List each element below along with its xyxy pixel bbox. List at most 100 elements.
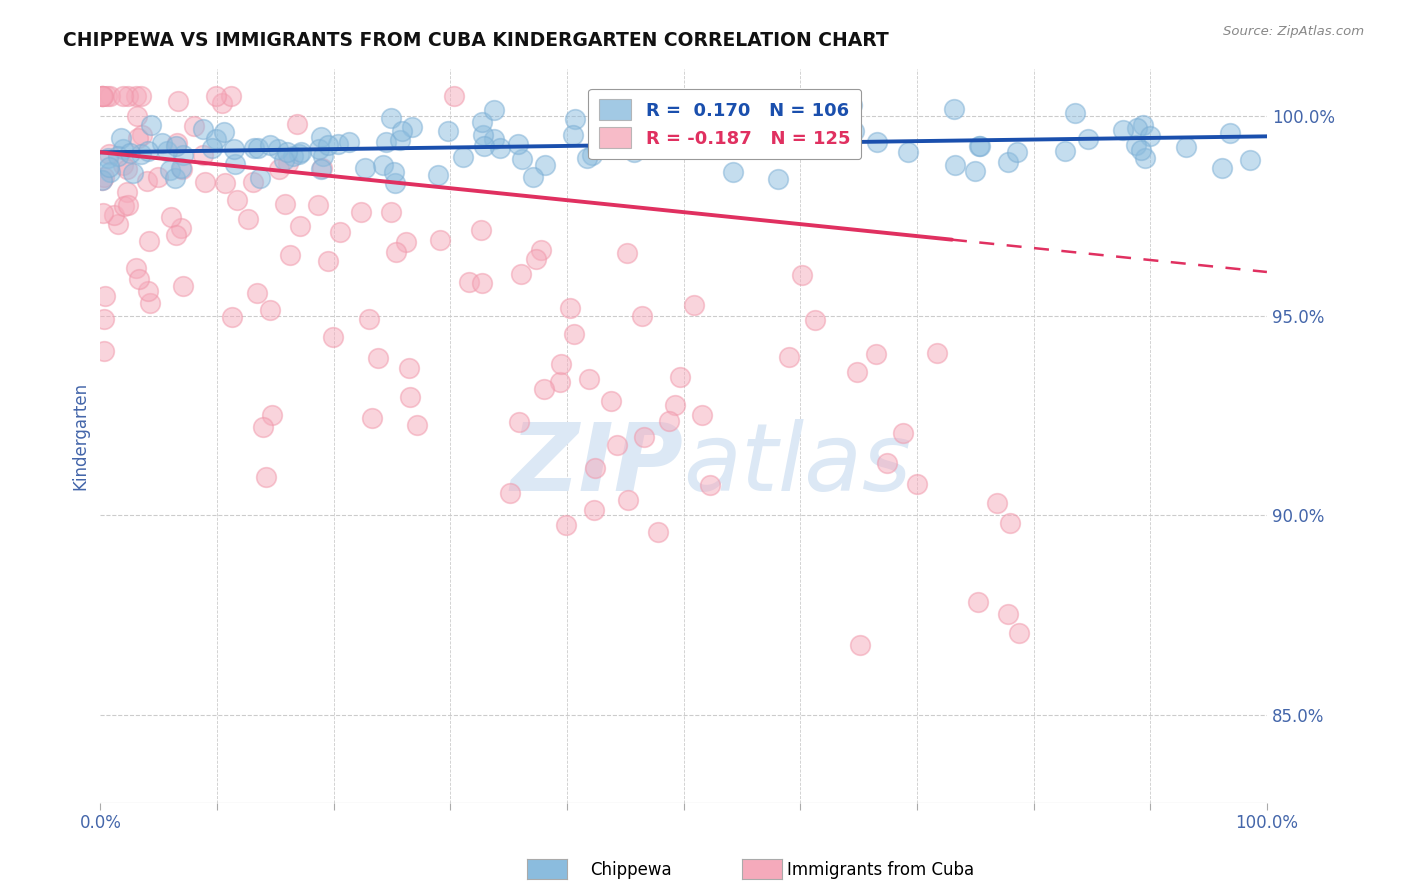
Point xyxy=(128,272,150,286)
Point xyxy=(260,408,283,422)
Point xyxy=(266,142,288,156)
Point xyxy=(384,244,406,259)
Point xyxy=(288,147,311,161)
Point xyxy=(1000,516,1022,530)
Point xyxy=(96,89,118,103)
Point xyxy=(165,139,187,153)
Point xyxy=(308,143,330,157)
Point xyxy=(966,595,988,609)
Point xyxy=(778,350,800,364)
Point xyxy=(398,390,420,404)
Legend: R =  0.170   N = 106, R = -0.187   N = 125: R = 0.170 N = 106, R = -0.187 N = 125 xyxy=(588,88,862,159)
Point xyxy=(273,153,295,167)
Point xyxy=(470,223,492,237)
Point xyxy=(269,162,291,177)
Point xyxy=(97,152,120,166)
Point xyxy=(224,157,246,171)
Point xyxy=(139,118,162,132)
Point xyxy=(471,276,494,290)
Point xyxy=(616,492,638,507)
Point xyxy=(211,96,233,111)
Point xyxy=(242,141,264,155)
Point xyxy=(316,138,339,153)
Point xyxy=(127,131,149,145)
Point xyxy=(707,128,730,142)
Point xyxy=(688,128,710,143)
Point xyxy=(510,152,533,166)
Point xyxy=(221,310,243,324)
Point xyxy=(997,155,1019,169)
Point xyxy=(471,128,494,142)
Point xyxy=(138,235,160,249)
Point xyxy=(664,398,686,412)
Point xyxy=(138,145,160,159)
Point xyxy=(530,243,553,257)
Point xyxy=(1239,153,1261,167)
Point xyxy=(943,158,966,172)
Point xyxy=(107,149,129,163)
Point xyxy=(118,146,141,161)
Point xyxy=(429,233,451,247)
Point xyxy=(522,169,544,184)
Point xyxy=(200,141,222,155)
Point xyxy=(219,89,242,103)
Point xyxy=(131,147,153,161)
Point xyxy=(508,136,530,151)
Point xyxy=(583,460,606,475)
Point xyxy=(745,129,768,144)
Point xyxy=(389,133,412,147)
Point xyxy=(224,142,246,156)
Text: atlas: atlas xyxy=(683,419,912,510)
Point xyxy=(647,524,669,539)
Point xyxy=(329,225,352,239)
Point xyxy=(508,415,530,429)
Point xyxy=(131,128,153,142)
Point xyxy=(361,410,384,425)
Point xyxy=(499,486,522,500)
Point xyxy=(578,372,600,386)
Point xyxy=(562,128,585,142)
Point xyxy=(1133,151,1156,165)
Point xyxy=(581,147,603,161)
Point xyxy=(744,137,766,152)
Point xyxy=(443,89,465,103)
Point xyxy=(259,137,281,152)
Point xyxy=(148,169,170,184)
Point xyxy=(115,185,138,199)
Point xyxy=(630,309,652,323)
Point xyxy=(136,174,159,188)
Point xyxy=(280,248,302,262)
Point xyxy=(166,136,188,150)
Point xyxy=(121,166,143,180)
Point xyxy=(165,227,187,242)
Point xyxy=(437,124,460,138)
Text: Chippewa: Chippewa xyxy=(591,861,672,879)
Point xyxy=(246,141,269,155)
Point xyxy=(226,193,249,207)
Point xyxy=(110,131,132,145)
Point xyxy=(1064,106,1087,120)
Point xyxy=(93,311,115,326)
Point xyxy=(111,158,134,172)
Point xyxy=(457,275,479,289)
Point xyxy=(606,438,628,452)
Point xyxy=(246,285,269,300)
Point xyxy=(585,142,607,156)
Point xyxy=(309,162,332,177)
Point xyxy=(172,278,194,293)
Point xyxy=(254,470,277,484)
Text: Immigrants from Cuba: Immigrants from Cuba xyxy=(787,861,974,879)
Point xyxy=(98,89,121,103)
Point xyxy=(969,139,991,153)
Point xyxy=(1112,123,1135,137)
Point xyxy=(395,235,418,250)
Point xyxy=(1130,143,1153,157)
Point xyxy=(259,302,281,317)
Point xyxy=(193,121,215,136)
Point xyxy=(98,147,121,161)
Point xyxy=(893,425,915,440)
Point xyxy=(380,204,402,219)
Point xyxy=(159,162,181,177)
Point xyxy=(281,149,304,163)
Point xyxy=(170,221,193,235)
